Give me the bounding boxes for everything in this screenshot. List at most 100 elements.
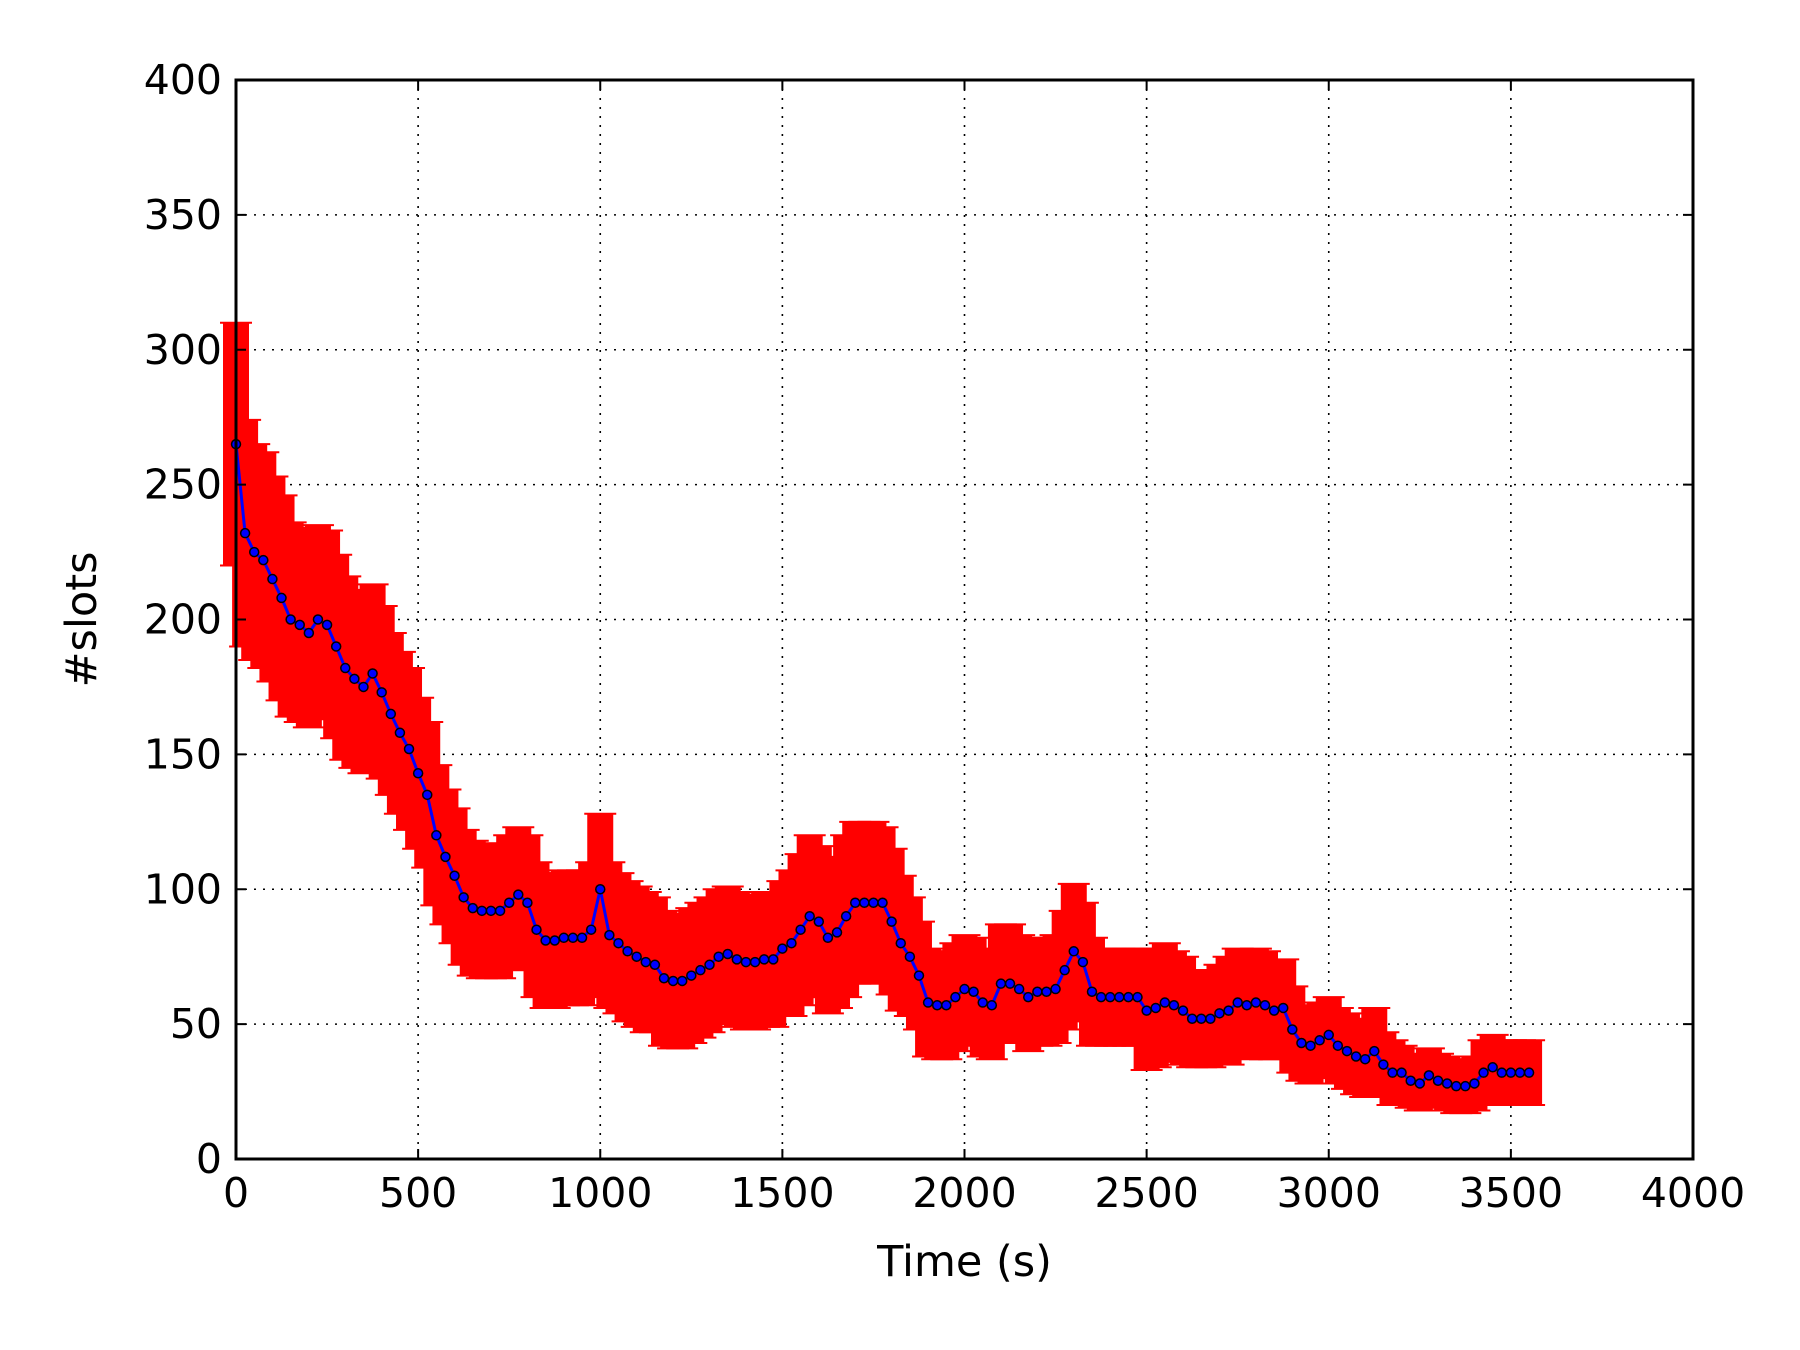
data-point [585,924,597,935]
data-point [1013,983,1025,995]
data-point [531,924,542,935]
data-point [1478,1067,1489,1078]
data-point [567,932,579,944]
data-point [412,768,424,779]
y-tick-label: 100 [144,865,222,913]
data-point [895,937,907,949]
data-point [1414,1078,1426,1089]
y-tick-label: 250 [144,461,222,509]
y-tick-label: 0 [196,1135,222,1183]
data-point [995,978,1007,989]
data-point [1032,986,1043,998]
data-point [367,668,378,679]
y-tick-label: 350 [144,191,222,239]
data-point [1214,1008,1225,1019]
data-point [449,870,460,882]
data-point [868,897,879,908]
data-point [859,897,870,908]
data-point [403,743,415,755]
data-point [1314,1035,1325,1046]
axis-ticks [235,79,1694,1160]
x-tick-labels: 0 500 1000 1500 2000 2500 3000 3500 4000 [223,1169,1745,1217]
data-point [1104,991,1116,1003]
y-tick-label: 300 [144,326,222,374]
x-tick-label: 4000 [1641,1169,1745,1217]
data-point [1505,1067,1517,1078]
data-point [522,897,533,908]
data-point [758,954,770,965]
data-point [941,999,952,1011]
x-tick-label: 1000 [548,1169,652,1217]
data-point [740,956,752,968]
data-point [1232,997,1243,1008]
data-point [1423,1070,1435,1081]
x-tick-label: 1500 [730,1169,834,1217]
data-point [1150,1002,1161,1014]
data-point [1141,1005,1152,1016]
data-point [1378,1059,1389,1070]
data-point [1396,1067,1407,1078]
data-point [494,905,506,917]
data-point [840,910,852,922]
data-point [1168,999,1180,1011]
data-point [1496,1067,1508,1078]
data-point [1004,978,1016,989]
data-point [1268,1005,1280,1016]
data-point [1250,997,1262,1008]
data-point [1086,986,1098,998]
data-point [1405,1075,1416,1087]
data-point [913,970,925,981]
data-point [1487,1062,1498,1073]
data-point [1359,1053,1371,1065]
data-point [1450,1080,1462,1092]
data-point [849,897,861,908]
data-point [649,959,661,971]
data-point [749,956,761,968]
data-point [576,932,588,944]
data-point [1296,1037,1307,1049]
data-point [704,959,715,971]
data-point [394,727,406,739]
data-point [303,627,315,639]
data-point [558,932,570,944]
data-point [1277,1002,1289,1014]
data-point [986,999,998,1011]
data-series [230,438,1535,1092]
data-point [795,924,806,935]
y-tick-label: 200 [144,596,222,644]
data-point [540,935,551,946]
data-point [1041,986,1052,998]
data-point [1387,1067,1398,1078]
data-point [258,554,269,566]
data-point [686,970,697,981]
y-axis-label: #slots [57,552,107,688]
data-point [1350,1051,1362,1062]
data-point [1132,991,1143,1003]
data-point [1059,964,1070,976]
data-point [1077,956,1089,968]
data-point [1305,1040,1316,1051]
data-point [1095,991,1107,1003]
data-point [358,681,369,693]
data-point [886,916,897,927]
data-point [312,614,324,625]
data-point [1186,1013,1198,1024]
data-point [1196,1013,1207,1024]
data-point [267,573,278,585]
data-point [513,889,524,900]
data-point [248,546,260,558]
y-tick-label: 400 [144,56,222,104]
data-point [695,964,706,976]
data-point [549,935,560,946]
data-point [239,527,251,539]
data-point [1177,1005,1189,1016]
data-point [330,641,342,652]
data-point [503,897,515,908]
data-point [1159,997,1171,1008]
data-point [1287,1024,1298,1035]
x-tick-label: 500 [379,1169,457,1217]
data-point [1460,1080,1471,1092]
data-point [1114,991,1125,1003]
data-point [1441,1078,1453,1089]
data-point [458,892,469,903]
